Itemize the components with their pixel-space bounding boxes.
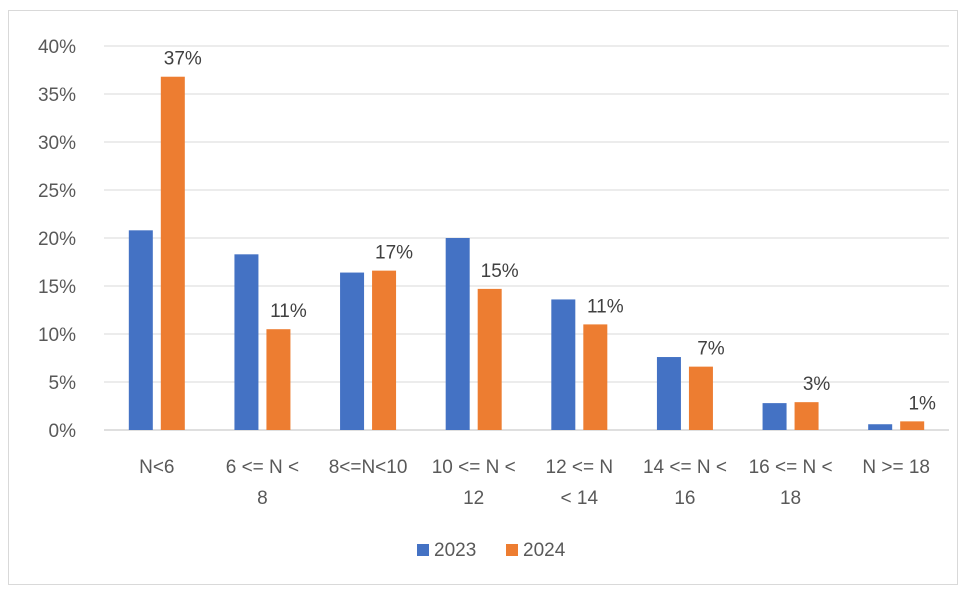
category-label: 6 <= N <: [226, 457, 299, 478]
data-label: 11%: [587, 296, 624, 317]
bar-2024-1: [266, 329, 291, 430]
bar-2024-2: [372, 270, 397, 430]
category-label: 12: [463, 488, 484, 509]
y-tick-label: 5%: [49, 373, 77, 394]
category-label: 18: [780, 488, 801, 509]
data-labels: 37% 11% 17% 15% 11% 7% 3% 1%: [164, 49, 936, 415]
bar-2023-6: [762, 403, 787, 430]
gridlines: [104, 45, 949, 431]
bar-2024-3: [477, 288, 502, 430]
data-label: 17%: [375, 243, 413, 264]
y-tick-label: 0%: [49, 421, 77, 442]
y-tick-label: 20%: [38, 229, 76, 250]
legend-label: 2024: [523, 540, 566, 561]
bar-2023-1: [234, 254, 259, 430]
bar-2024-0: [160, 76, 185, 430]
y-tick-label: 25%: [38, 181, 76, 202]
category-label: 14 <= N <: [643, 457, 727, 478]
bar-2023-2: [340, 272, 365, 430]
category-label: 16: [674, 488, 695, 509]
category-label: N<6: [139, 457, 174, 478]
y-axis-ticks: 0% 5% 10% 15% 20% 25% 30% 35% 40%: [38, 37, 76, 442]
bar-2023-4: [551, 299, 576, 430]
legend-label: 2023: [434, 540, 476, 561]
y-tick-label: 30%: [38, 133, 76, 154]
category-label: < 14: [561, 488, 599, 509]
y-tick-label: 40%: [38, 37, 76, 58]
bar-2024-7: [900, 421, 925, 430]
bar-2023-7: [868, 424, 893, 430]
bar-2024-5: [688, 366, 713, 430]
bar-2023-5: [656, 357, 681, 430]
category-label: 16 <= N <: [749, 457, 833, 478]
y-tick-label: 10%: [38, 325, 76, 346]
data-label: 15%: [481, 261, 519, 282]
bar-2024-6: [794, 402, 819, 430]
y-tick-label: 15%: [38, 277, 76, 298]
category-label: 10 <= N <: [432, 457, 516, 478]
data-label: 37%: [164, 49, 202, 70]
bar-2023-0: [128, 230, 153, 430]
bar-chart: 0% 5% 10% 15% 20% 25% 30% 35% 40% 37% 11% 17% 15% 11…: [38, 37, 949, 561]
category-label: 8: [257, 488, 268, 509]
data-label: 1%: [908, 393, 936, 414]
data-label: 3%: [803, 374, 831, 395]
data-label: 11%: [270, 301, 307, 322]
bar-2023-3: [445, 238, 470, 430]
legend-swatch-2024: [506, 544, 518, 556]
bar-2024-4: [583, 324, 608, 430]
x-axis-categories: N<6 6 <= N < 8 8<=N<10 10 <= N < 12 12 <= N < 1…: [139, 457, 930, 509]
chart-frame: 0% 5% 10% 15% 20% 25% 30% 35% 40% 37% 11% 17% 15% 11…: [8, 10, 958, 585]
category-label: N >= 18: [862, 457, 930, 478]
bars: [128, 76, 925, 430]
legend: 2023 2024: [417, 540, 566, 561]
category-label: 12 <= N: [546, 457, 614, 478]
legend-swatch-2023: [417, 544, 429, 556]
category-label: 8<=N<10: [329, 457, 408, 478]
y-tick-label: 35%: [38, 85, 76, 106]
data-label: 7%: [697, 339, 725, 360]
